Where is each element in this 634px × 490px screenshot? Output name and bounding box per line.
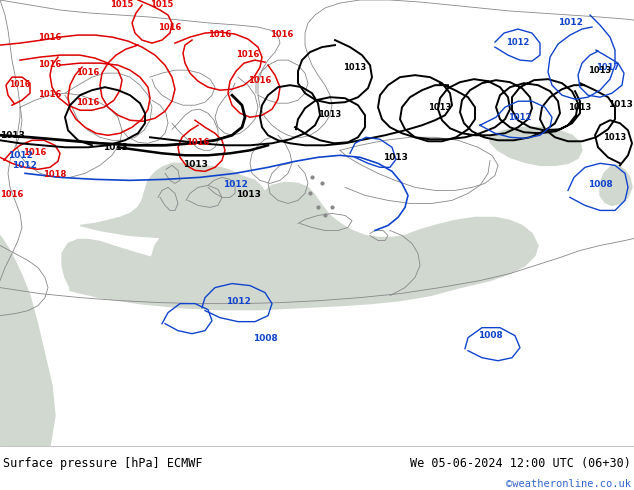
Text: We 05-06-2024 12:00 UTC (06+30): We 05-06-2024 12:00 UTC (06+30): [410, 457, 631, 469]
Text: 1016: 1016: [38, 90, 61, 99]
Text: 1016: 1016: [76, 98, 100, 107]
Text: 1013: 1013: [604, 133, 626, 142]
Text: 1015: 1015: [150, 0, 174, 9]
Polygon shape: [600, 165, 632, 205]
Text: 1013: 1013: [588, 66, 612, 75]
Text: 1008: 1008: [252, 334, 278, 343]
Text: 1013: 1013: [382, 153, 408, 162]
Polygon shape: [490, 127, 582, 165]
Text: 1012: 1012: [507, 38, 529, 47]
Text: 1016: 1016: [158, 23, 182, 32]
Text: 1012: 1012: [508, 113, 532, 122]
Text: 1016: 1016: [76, 68, 100, 77]
Text: 1012: 1012: [557, 18, 583, 27]
Text: 1017: 1017: [597, 63, 619, 72]
Text: 1012: 1012: [12, 161, 37, 170]
Text: 1013: 1013: [183, 160, 207, 170]
Text: 1013: 1013: [318, 110, 342, 119]
Text: 1016: 1016: [23, 148, 47, 157]
Text: 1016: 1016: [0, 191, 23, 199]
Text: 1013: 1013: [429, 103, 451, 112]
Text: 1016: 1016: [249, 76, 272, 85]
Text: Surface pressure [hPa] ECMWF: Surface pressure [hPa] ECMWF: [3, 457, 203, 469]
Text: 1012: 1012: [8, 151, 32, 160]
Text: ©weatheronline.co.uk: ©weatheronline.co.uk: [506, 479, 631, 489]
Text: 1013: 1013: [236, 191, 261, 199]
Text: 1016: 1016: [10, 80, 30, 89]
Text: 1013: 1013: [0, 131, 25, 140]
Text: 1008: 1008: [477, 331, 502, 340]
Text: 1008: 1008: [588, 180, 612, 189]
Text: 1016: 1016: [236, 50, 260, 59]
Text: 1016: 1016: [270, 30, 294, 39]
Text: 1015: 1015: [110, 0, 134, 9]
Polygon shape: [80, 163, 270, 239]
Text: 1016: 1016: [38, 60, 61, 69]
Text: 1012: 1012: [223, 180, 247, 189]
Polygon shape: [62, 182, 538, 310]
Text: 1016: 1016: [38, 33, 61, 42]
Text: 1016: 1016: [209, 30, 231, 39]
Text: 1013: 1013: [103, 143, 127, 152]
Text: 1018: 1018: [43, 171, 67, 179]
Text: 1013: 1013: [344, 63, 366, 72]
Text: 1013: 1013: [607, 100, 633, 109]
Polygon shape: [148, 220, 262, 284]
Polygon shape: [0, 236, 55, 446]
Text: 1013: 1013: [568, 103, 592, 112]
Text: 1012: 1012: [226, 296, 250, 306]
Text: 1016: 1016: [186, 138, 210, 147]
